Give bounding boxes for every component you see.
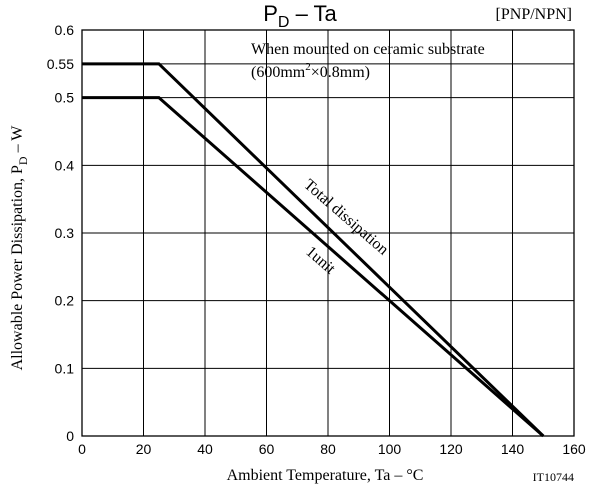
plot-frame	[81, 29, 575, 437]
series-label-1unit: 1unit	[302, 243, 338, 278]
chart-title-subscript: D	[278, 14, 290, 31]
annotation-line2-a: (600mm	[251, 64, 306, 81]
annotation-line2-b: ×0.8mm)	[311, 64, 370, 81]
x-tick-label-60: 60	[259, 441, 275, 457]
x-tick-label-80: 80	[320, 441, 336, 457]
annotation-line2-sup: 2	[305, 61, 311, 73]
x-tick-label-40: 40	[197, 441, 213, 457]
y-tick-label-0.1: 0.1	[55, 360, 75, 376]
series-lines	[82, 62, 545, 438]
x-axis-label: Ambient Temperature, Ta – °C	[227, 467, 424, 484]
y-tick-label-0.3: 0.3	[55, 225, 75, 241]
chart-title-rest: – Ta	[289, 1, 337, 26]
annotation-line1: When mounted on ceramic substrate	[251, 41, 485, 58]
series-line-total-dissipation	[82, 62, 545, 438]
annotation-line2: (600mm2×0.8mm)	[251, 61, 370, 81]
y-tick-labels: 0 0.1 0.2 0.3 0.4 0.5 0.55 0.6	[47, 22, 74, 444]
x-tick-label-120: 120	[439, 441, 463, 457]
y-axis-label: Allowable Power Dissipation, PD – W	[9, 125, 30, 371]
x-tick-labels: 0 20 40 60 80 100 120 140 160	[78, 441, 586, 457]
y-axis-label-subscript: D	[16, 156, 30, 165]
chart-title-main: P	[263, 1, 278, 26]
figure-id: IT10744	[533, 470, 574, 484]
y-tick-label-0: 0	[66, 428, 74, 444]
y-tick-label-0.2: 0.2	[55, 293, 75, 309]
y-axis-label-rest: – W	[9, 125, 26, 157]
y-tick-label-0.55: 0.55	[47, 56, 74, 72]
type-tag: [PNP/NPN]	[496, 6, 572, 23]
x-tick-label-20: 20	[136, 441, 152, 457]
y-tick-label-0.4: 0.4	[55, 157, 75, 173]
chart-title: PD – Ta	[263, 1, 337, 31]
x-tick-label-100: 100	[378, 441, 402, 457]
x-tick-label-160: 160	[562, 441, 586, 457]
y-tick-label-0.5: 0.5	[55, 90, 75, 106]
y-axis-label-main: Allowable Power Dissipation, P	[9, 165, 26, 370]
y-tick-label-0.6: 0.6	[55, 22, 75, 38]
series-line-1unit	[82, 96, 545, 438]
x-tick-label-140: 140	[501, 441, 525, 457]
grid	[82, 30, 574, 436]
x-tick-label-0: 0	[78, 441, 86, 457]
